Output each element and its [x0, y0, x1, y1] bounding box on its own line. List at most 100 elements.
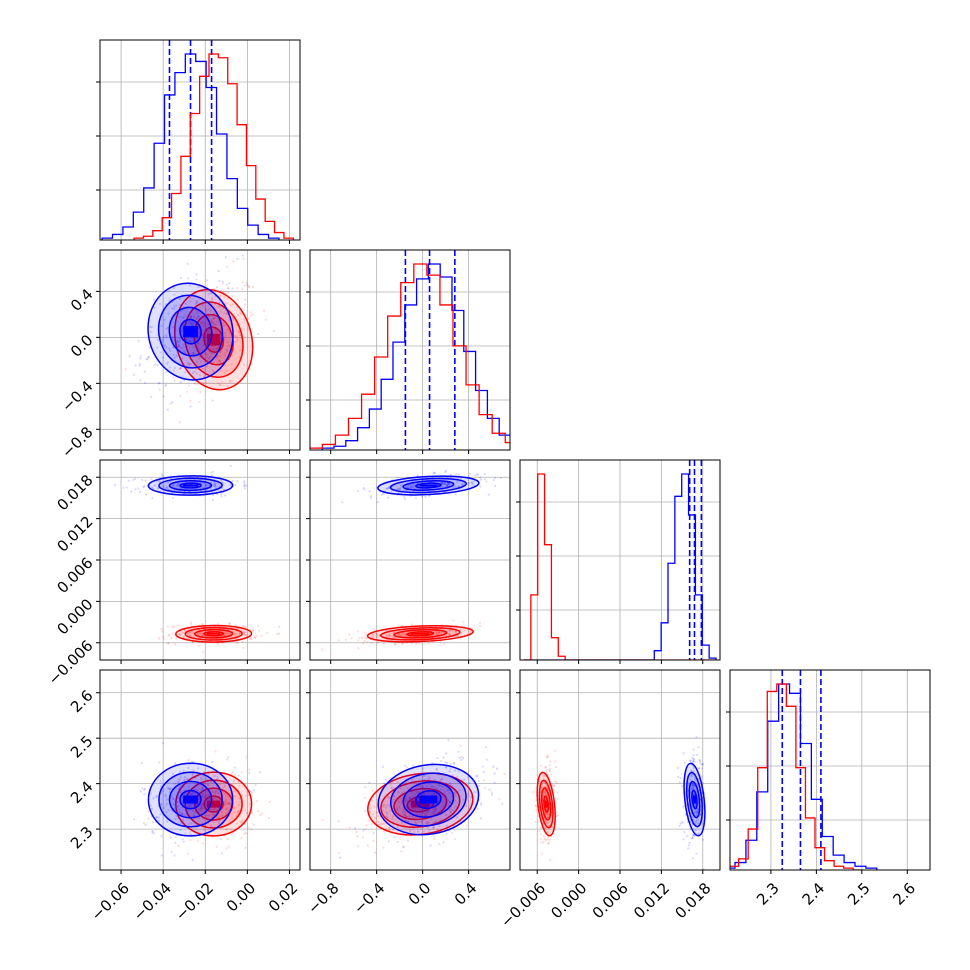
panel-frame: [99, 39, 301, 241]
density-layer: [124, 254, 276, 424]
scatter-point: [698, 766, 701, 770]
scatter-point: [196, 315, 199, 318]
scatter-point: [436, 757, 439, 760]
scatter-point: [187, 362, 190, 365]
scatter-point: [547, 841, 551, 845]
scatter-point: [201, 806, 204, 810]
scatter-point: [202, 375, 206, 378]
scatter-point: [439, 760, 443, 763]
scatter-point: [193, 810, 197, 813]
scatter-point: [206, 365, 209, 368]
scatter-point: [204, 353, 207, 356]
scatter-point: [493, 781, 496, 784]
scatter-point: [542, 777, 545, 780]
scatter-point: [382, 492, 385, 495]
density-peak: [207, 632, 221, 635]
scatter-point: [189, 363, 192, 366]
scatter-point: [243, 321, 246, 324]
scatter-point: [167, 787, 170, 790]
scatter-point: [211, 321, 215, 324]
scatter-point: [200, 634, 203, 637]
scatter-point: [147, 355, 150, 359]
scatter-point: [180, 631, 183, 634]
scatter-point: [373, 851, 377, 854]
panel-frame: [99, 669, 301, 871]
scatter-point: [539, 764, 542, 767]
scatter-point: [178, 421, 181, 424]
scatter-point: [400, 850, 403, 853]
scatter-point: [143, 370, 146, 373]
scatter-point: [168, 349, 172, 353]
scatter-point: [692, 834, 695, 837]
scatter-point: [204, 322, 207, 325]
scatter-point: [404, 814, 407, 817]
scatter-point: [216, 792, 220, 795]
scatter-point: [341, 500, 344, 504]
scatter-point: [190, 621, 193, 624]
scatter-point: [403, 799, 407, 803]
scatter-point: [441, 804, 445, 808]
scatter-point: [199, 808, 202, 811]
scatter-point: [152, 298, 156, 301]
scatter-point: [166, 820, 169, 823]
scatter-point: [405, 766, 409, 769]
scatter-point: [227, 632, 230, 636]
scatter-point: [687, 847, 690, 850]
density-layer: [321, 469, 503, 651]
scatter-point: [173, 379, 176, 382]
scatter-point: [249, 789, 252, 793]
scatter-point: [444, 471, 447, 474]
scatter-point: [534, 804, 537, 807]
scatter-point: [162, 474, 165, 478]
scatter-point: [485, 758, 488, 761]
scatter-point: [409, 830, 412, 833]
scatter-point: [266, 631, 269, 634]
scatter-point: [416, 791, 419, 794]
scatter-point: [233, 632, 236, 635]
scatter-point: [540, 826, 543, 830]
scatter-point: [181, 812, 184, 816]
scatter-point: [682, 805, 685, 808]
scatter-point: [404, 634, 408, 638]
scatter-point: [189, 316, 192, 320]
scatter-point: [193, 382, 196, 385]
scatter-point: [419, 814, 422, 817]
scatter-point: [182, 316, 185, 319]
scatter-point: [356, 489, 360, 493]
scatter-point: [682, 821, 685, 824]
scatter-point: [210, 352, 213, 355]
scatter-point: [403, 790, 406, 793]
scatter-point: [433, 791, 436, 795]
scatter-point: [382, 804, 386, 807]
scatter-point: [494, 476, 497, 480]
scatter-point: [432, 812, 435, 816]
y-tick-label: −0.4: [58, 377, 96, 415]
scatter-point: [183, 371, 187, 374]
scatter-point: [396, 840, 399, 843]
scatter-point: [255, 635, 258, 638]
scatter-point: [166, 481, 170, 484]
scatter-point: [195, 278, 198, 281]
scatter-point: [434, 806, 438, 810]
scatter-point: [202, 304, 205, 307]
scatter-point: [439, 818, 442, 822]
scatter-point: [178, 632, 181, 636]
scatter-point: [427, 776, 431, 779]
density-peak: [692, 795, 697, 804]
scatter-point: [539, 833, 542, 836]
scatter-point: [449, 762, 452, 766]
scatter-point: [541, 774, 544, 778]
scatter-point: [189, 838, 192, 842]
x-tick-label: 0.0: [405, 879, 435, 909]
scatter-point: [173, 783, 176, 786]
scatter-point: [366, 640, 369, 643]
scatter-point: [438, 785, 441, 788]
scatter-point: [212, 820, 215, 824]
scatter-point: [363, 796, 367, 799]
scatter-point: [694, 829, 697, 832]
scatter-point: [181, 838, 184, 841]
scatter-point: [245, 281, 248, 284]
scatter-point: [189, 284, 192, 287]
scatter-point: [199, 807, 202, 810]
scatter-point: [161, 635, 165, 638]
